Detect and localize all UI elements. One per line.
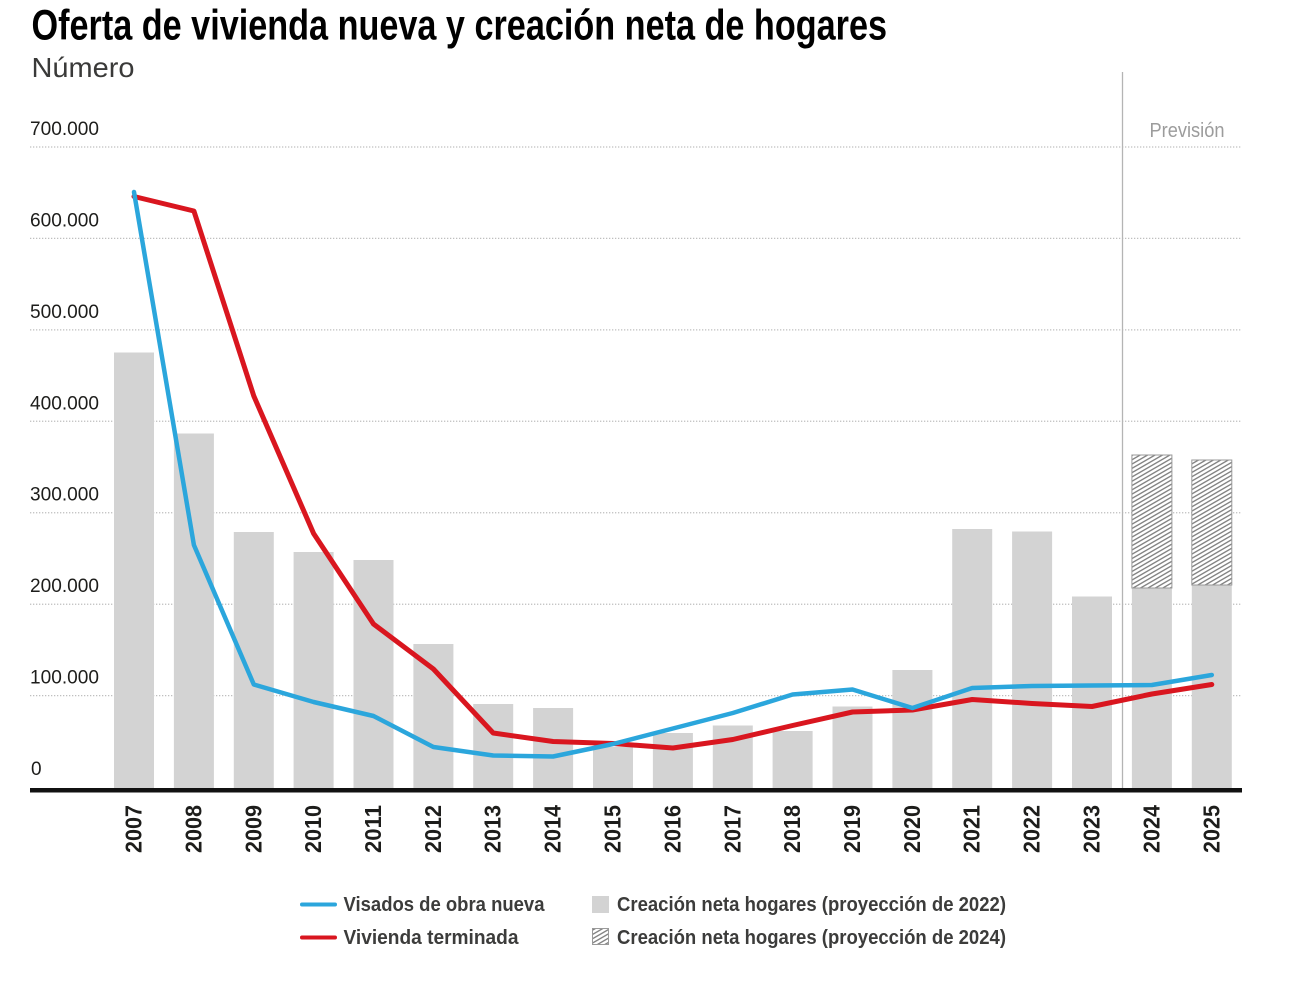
- svg-text:Vivienda terminada: Vivienda terminada: [344, 927, 520, 949]
- svg-text:2025: 2025: [1198, 805, 1224, 853]
- svg-text:2013: 2013: [480, 805, 506, 853]
- svg-text:2008: 2008: [180, 805, 206, 853]
- svg-text:2018: 2018: [779, 805, 805, 853]
- svg-text:2015: 2015: [600, 805, 626, 853]
- svg-text:100.000: 100.000: [30, 667, 99, 689]
- svg-text:200.000: 200.000: [30, 575, 99, 597]
- svg-text:2007: 2007: [121, 805, 147, 853]
- svg-text:2016: 2016: [659, 805, 685, 853]
- svg-text:2012: 2012: [420, 805, 446, 853]
- svg-text:2011: 2011: [360, 805, 386, 853]
- svg-text:2017: 2017: [719, 805, 745, 853]
- svg-text:2021: 2021: [959, 805, 985, 853]
- svg-text:2010: 2010: [300, 805, 326, 853]
- svg-text:2014: 2014: [540, 805, 566, 853]
- svg-text:Visados de obra nueva: Visados de obra nueva: [344, 894, 546, 916]
- svg-text:Número: Número: [32, 52, 135, 83]
- svg-text:Creación neta hogares (proyecc: Creación neta hogares (proyección de 202…: [617, 927, 1006, 949]
- svg-text:2009: 2009: [240, 805, 266, 853]
- svg-text:2024: 2024: [1138, 805, 1164, 853]
- svg-text:2022: 2022: [1019, 805, 1045, 853]
- svg-text:300.000: 300.000: [30, 484, 99, 506]
- svg-text:500.000: 500.000: [30, 301, 99, 323]
- svg-text:2023: 2023: [1079, 805, 1105, 853]
- svg-text:2019: 2019: [839, 805, 865, 853]
- svg-text:Previsión: Previsión: [1150, 119, 1225, 142]
- svg-text:400.000: 400.000: [30, 392, 99, 414]
- svg-text:700.000: 700.000: [30, 118, 99, 140]
- svg-text:Creación neta hogares (proyecc: Creación neta hogares (proyección de 202…: [617, 894, 1006, 916]
- svg-text:2020: 2020: [899, 805, 925, 853]
- svg-text:600.000: 600.000: [30, 209, 99, 231]
- svg-text:Oferta de vivienda nueva y cre: Oferta de vivienda nueva y creación neta…: [32, 2, 888, 50]
- svg-text:0: 0: [31, 759, 42, 780]
